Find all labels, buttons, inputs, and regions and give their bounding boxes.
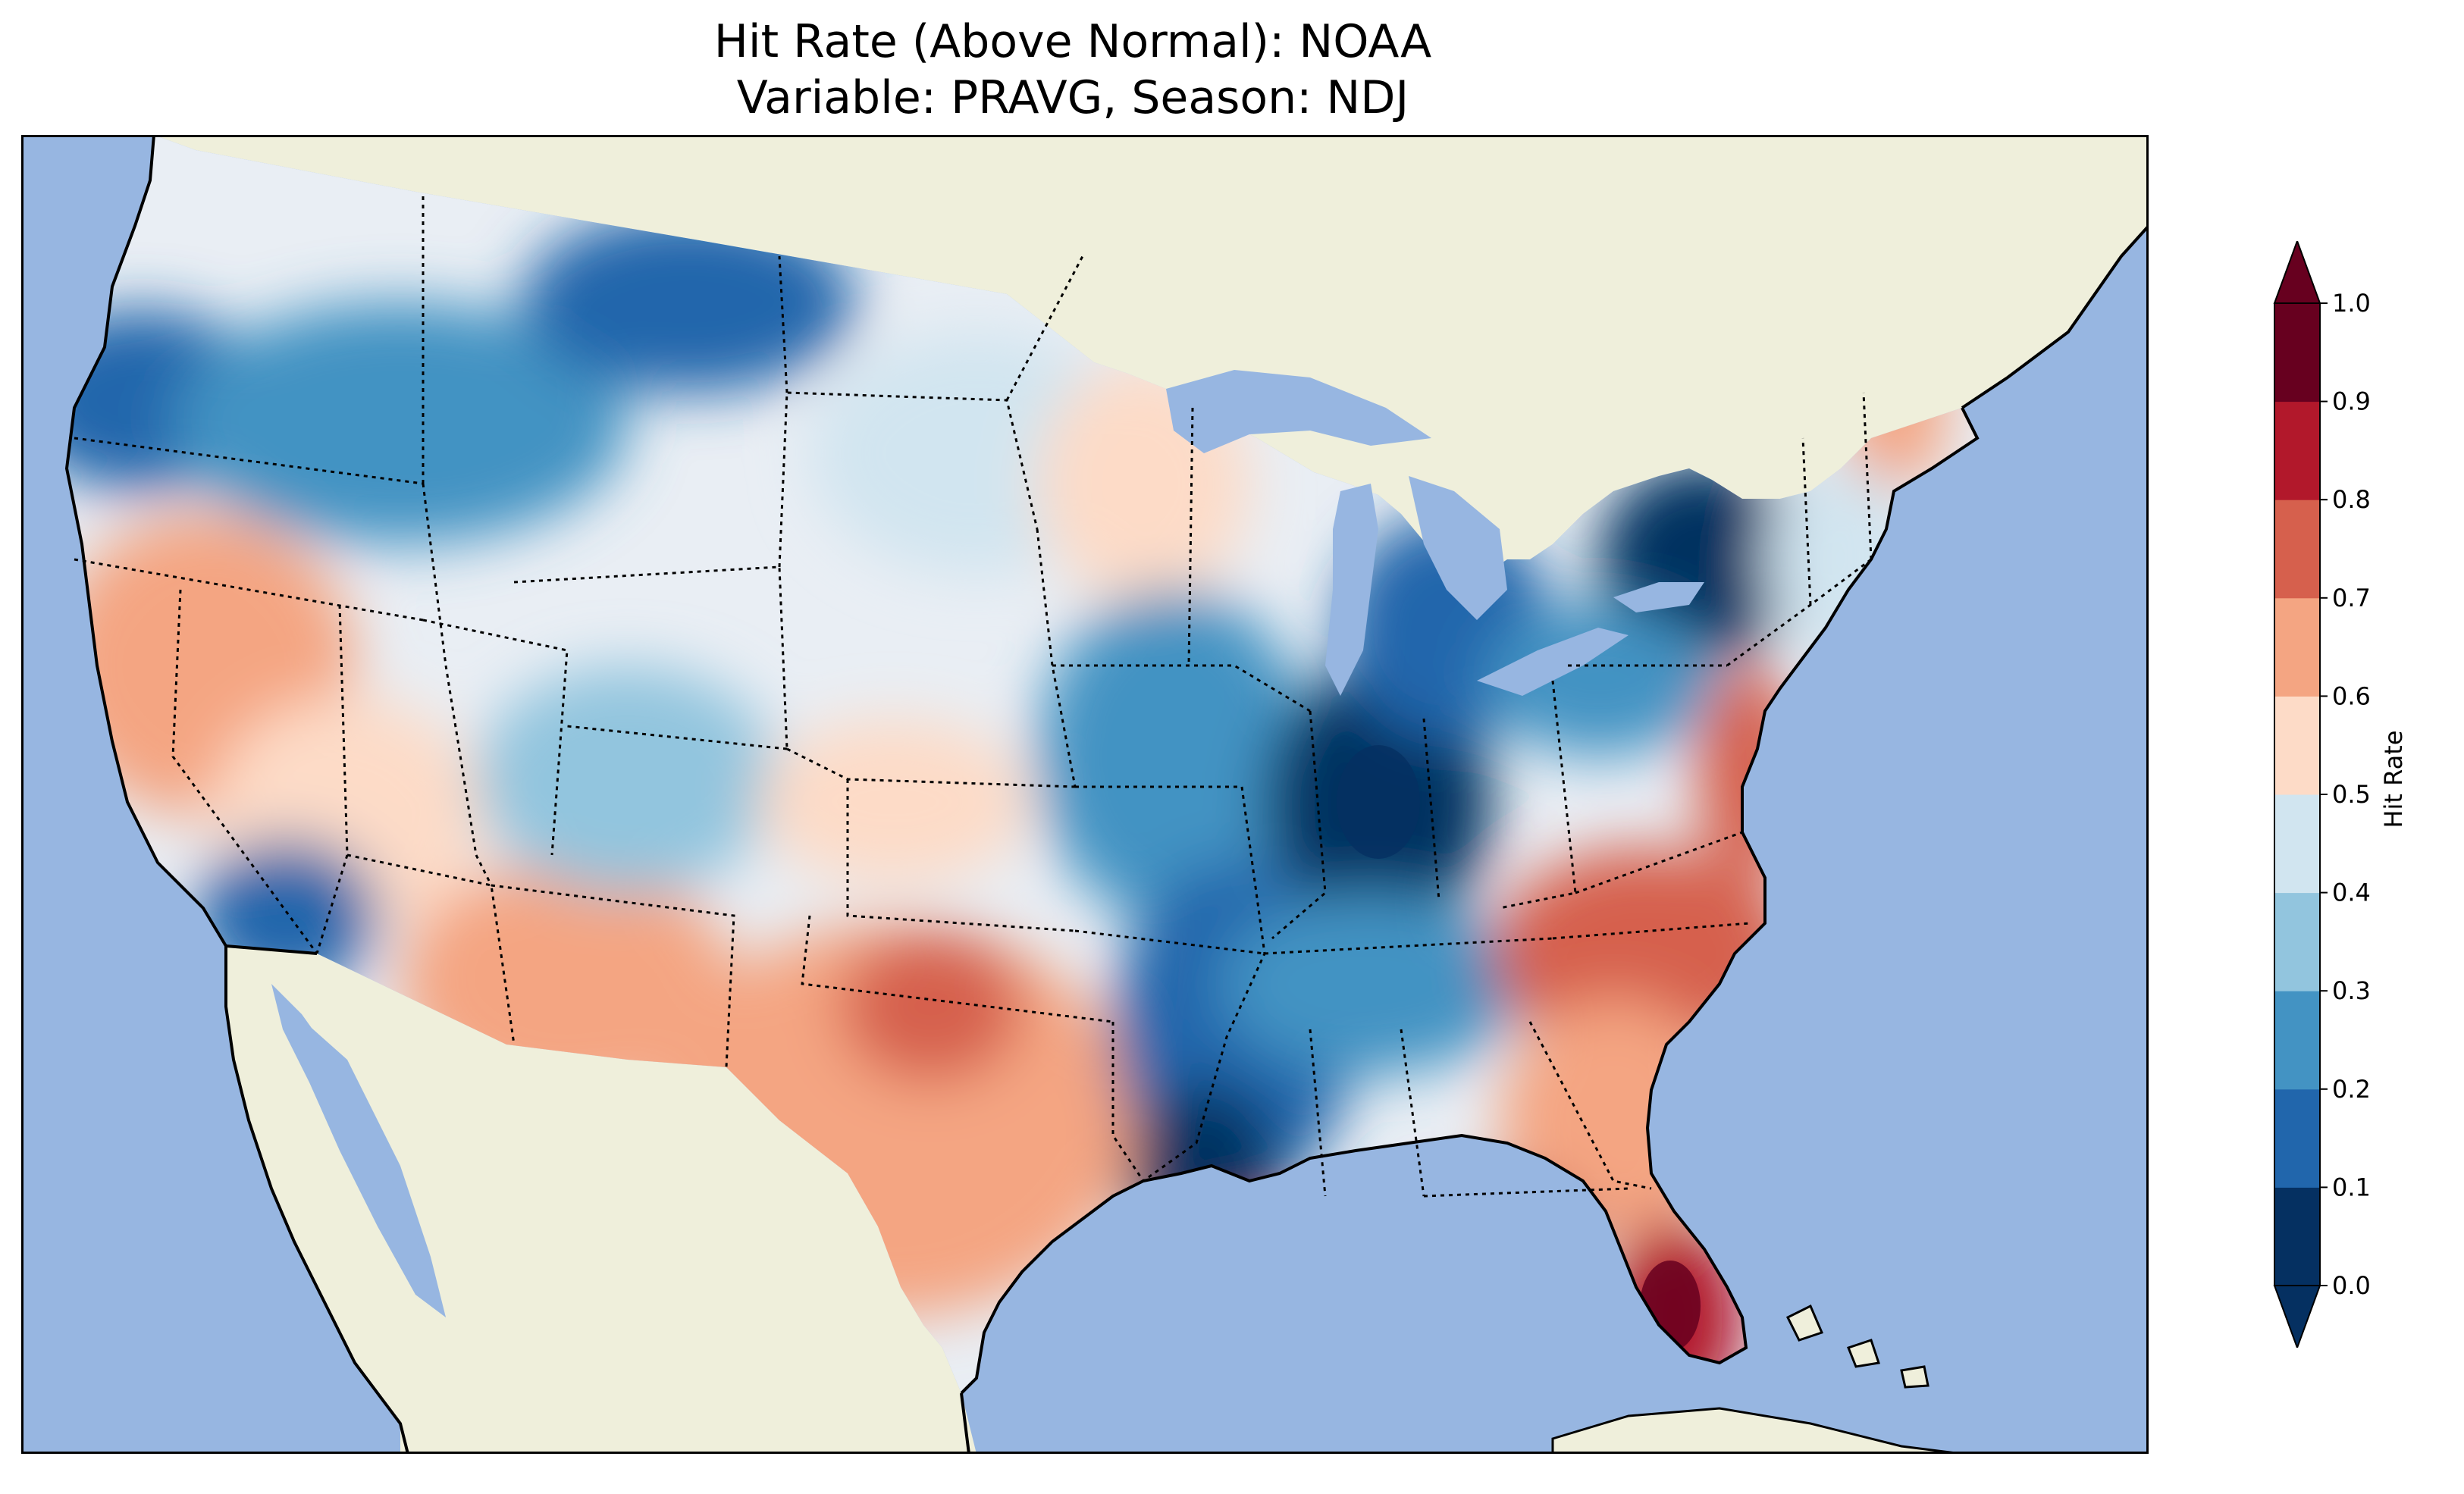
canada-land [154, 135, 2149, 590]
mexico-land [226, 946, 977, 1454]
bahamas-islands [1785, 1304, 1930, 1389]
lake-huron [1409, 476, 1507, 620]
colorbar-bin [2274, 696, 2320, 795]
map-frame [21, 135, 2149, 1454]
colorbar-tick-label: 0.4 [2332, 879, 2371, 907]
patch-kansas [757, 719, 1030, 885]
conus-coastline [64, 135, 1980, 1395]
patch-pennsylvania [1484, 605, 1712, 756]
patch-northern-rockies [173, 302, 628, 544]
cuba-island [1551, 1407, 1963, 1454]
gulf-of-california [271, 984, 446, 1317]
state-borders [74, 196, 1873, 1198]
patch-tennessee [1219, 893, 1522, 1075]
great-lakes [1166, 370, 1704, 696]
title-line-1: Hit Rate (Above Normal): NOAA [713, 15, 1432, 68]
lake-superior [1166, 370, 1431, 453]
colorbar-tick-label: 0.6 [2332, 681, 2371, 710]
colorbar-bin [2274, 597, 2320, 697]
colorbar-tick-label: 0.5 [2332, 780, 2371, 809]
patch-north-texas [840, 931, 1022, 1082]
mexico-coastline [224, 946, 970, 1454]
colorbar-tick-label: 0.2 [2332, 1075, 2371, 1104]
colorbar-tick-label: 0.0 [2332, 1271, 2371, 1300]
colorbar-tick-label: 0.8 [2332, 485, 2371, 514]
colorbar-bin [2274, 1187, 2320, 1286]
map-title: Hit Rate (Above Normal): NOAA Variable: … [0, 14, 2146, 126]
hit-rate-field [67, 211, 1947, 1393]
colorbar-label: Hit Rate [2379, 730, 2408, 828]
core-ohio-valley [1337, 745, 1420, 859]
colorbar-bin [2274, 1088, 2320, 1188]
colorbar-tick-label: 1.0 [2332, 289, 2371, 318]
colorbar-tick-label: 0.1 [2332, 1173, 2371, 1201]
lake-michigan [1325, 484, 1378, 696]
colorbar-extend-max [2273, 241, 2321, 304]
colorbar-bin [2274, 892, 2320, 991]
colorbar-bin [2274, 500, 2320, 599]
lake-ontario [1613, 582, 1704, 612]
lake-erie [1477, 628, 1629, 696]
canada-east-coastline [1961, 224, 2149, 409]
colorbar-bin [2274, 303, 2320, 402]
patch-colorado [476, 666, 779, 893]
colorbar-bin [2274, 794, 2320, 894]
title-line-2: Variable: PRAVG, Season: NDJ [736, 71, 1409, 124]
colorbar-ticks: 0.0 0.1 0.2 0.3 0.4 0.5 0.6 0.7 0.8 0.9 1.0 [2320, 289, 2371, 1300]
patch-iowa-missouri [1037, 590, 1310, 923]
patch-montana-high-plains [522, 211, 855, 393]
colorbar-bins [2274, 303, 2320, 1286]
map-panel [21, 135, 2149, 1454]
colorbar-bin [2274, 991, 2320, 1090]
colorbar-tick-label: 0.9 [2332, 387, 2371, 416]
colorbar-tick-label: 0.3 [2332, 976, 2371, 1005]
colorbar-tick-label: 0.7 [2332, 584, 2371, 612]
colorbar-extend-min [2273, 1285, 2321, 1348]
colorbar: 0.0 0.1 0.2 0.3 0.4 0.5 0.6 0.7 0.8 0.9 1.0 [2273, 241, 2371, 1348]
colorbar-bin [2274, 401, 2320, 500]
